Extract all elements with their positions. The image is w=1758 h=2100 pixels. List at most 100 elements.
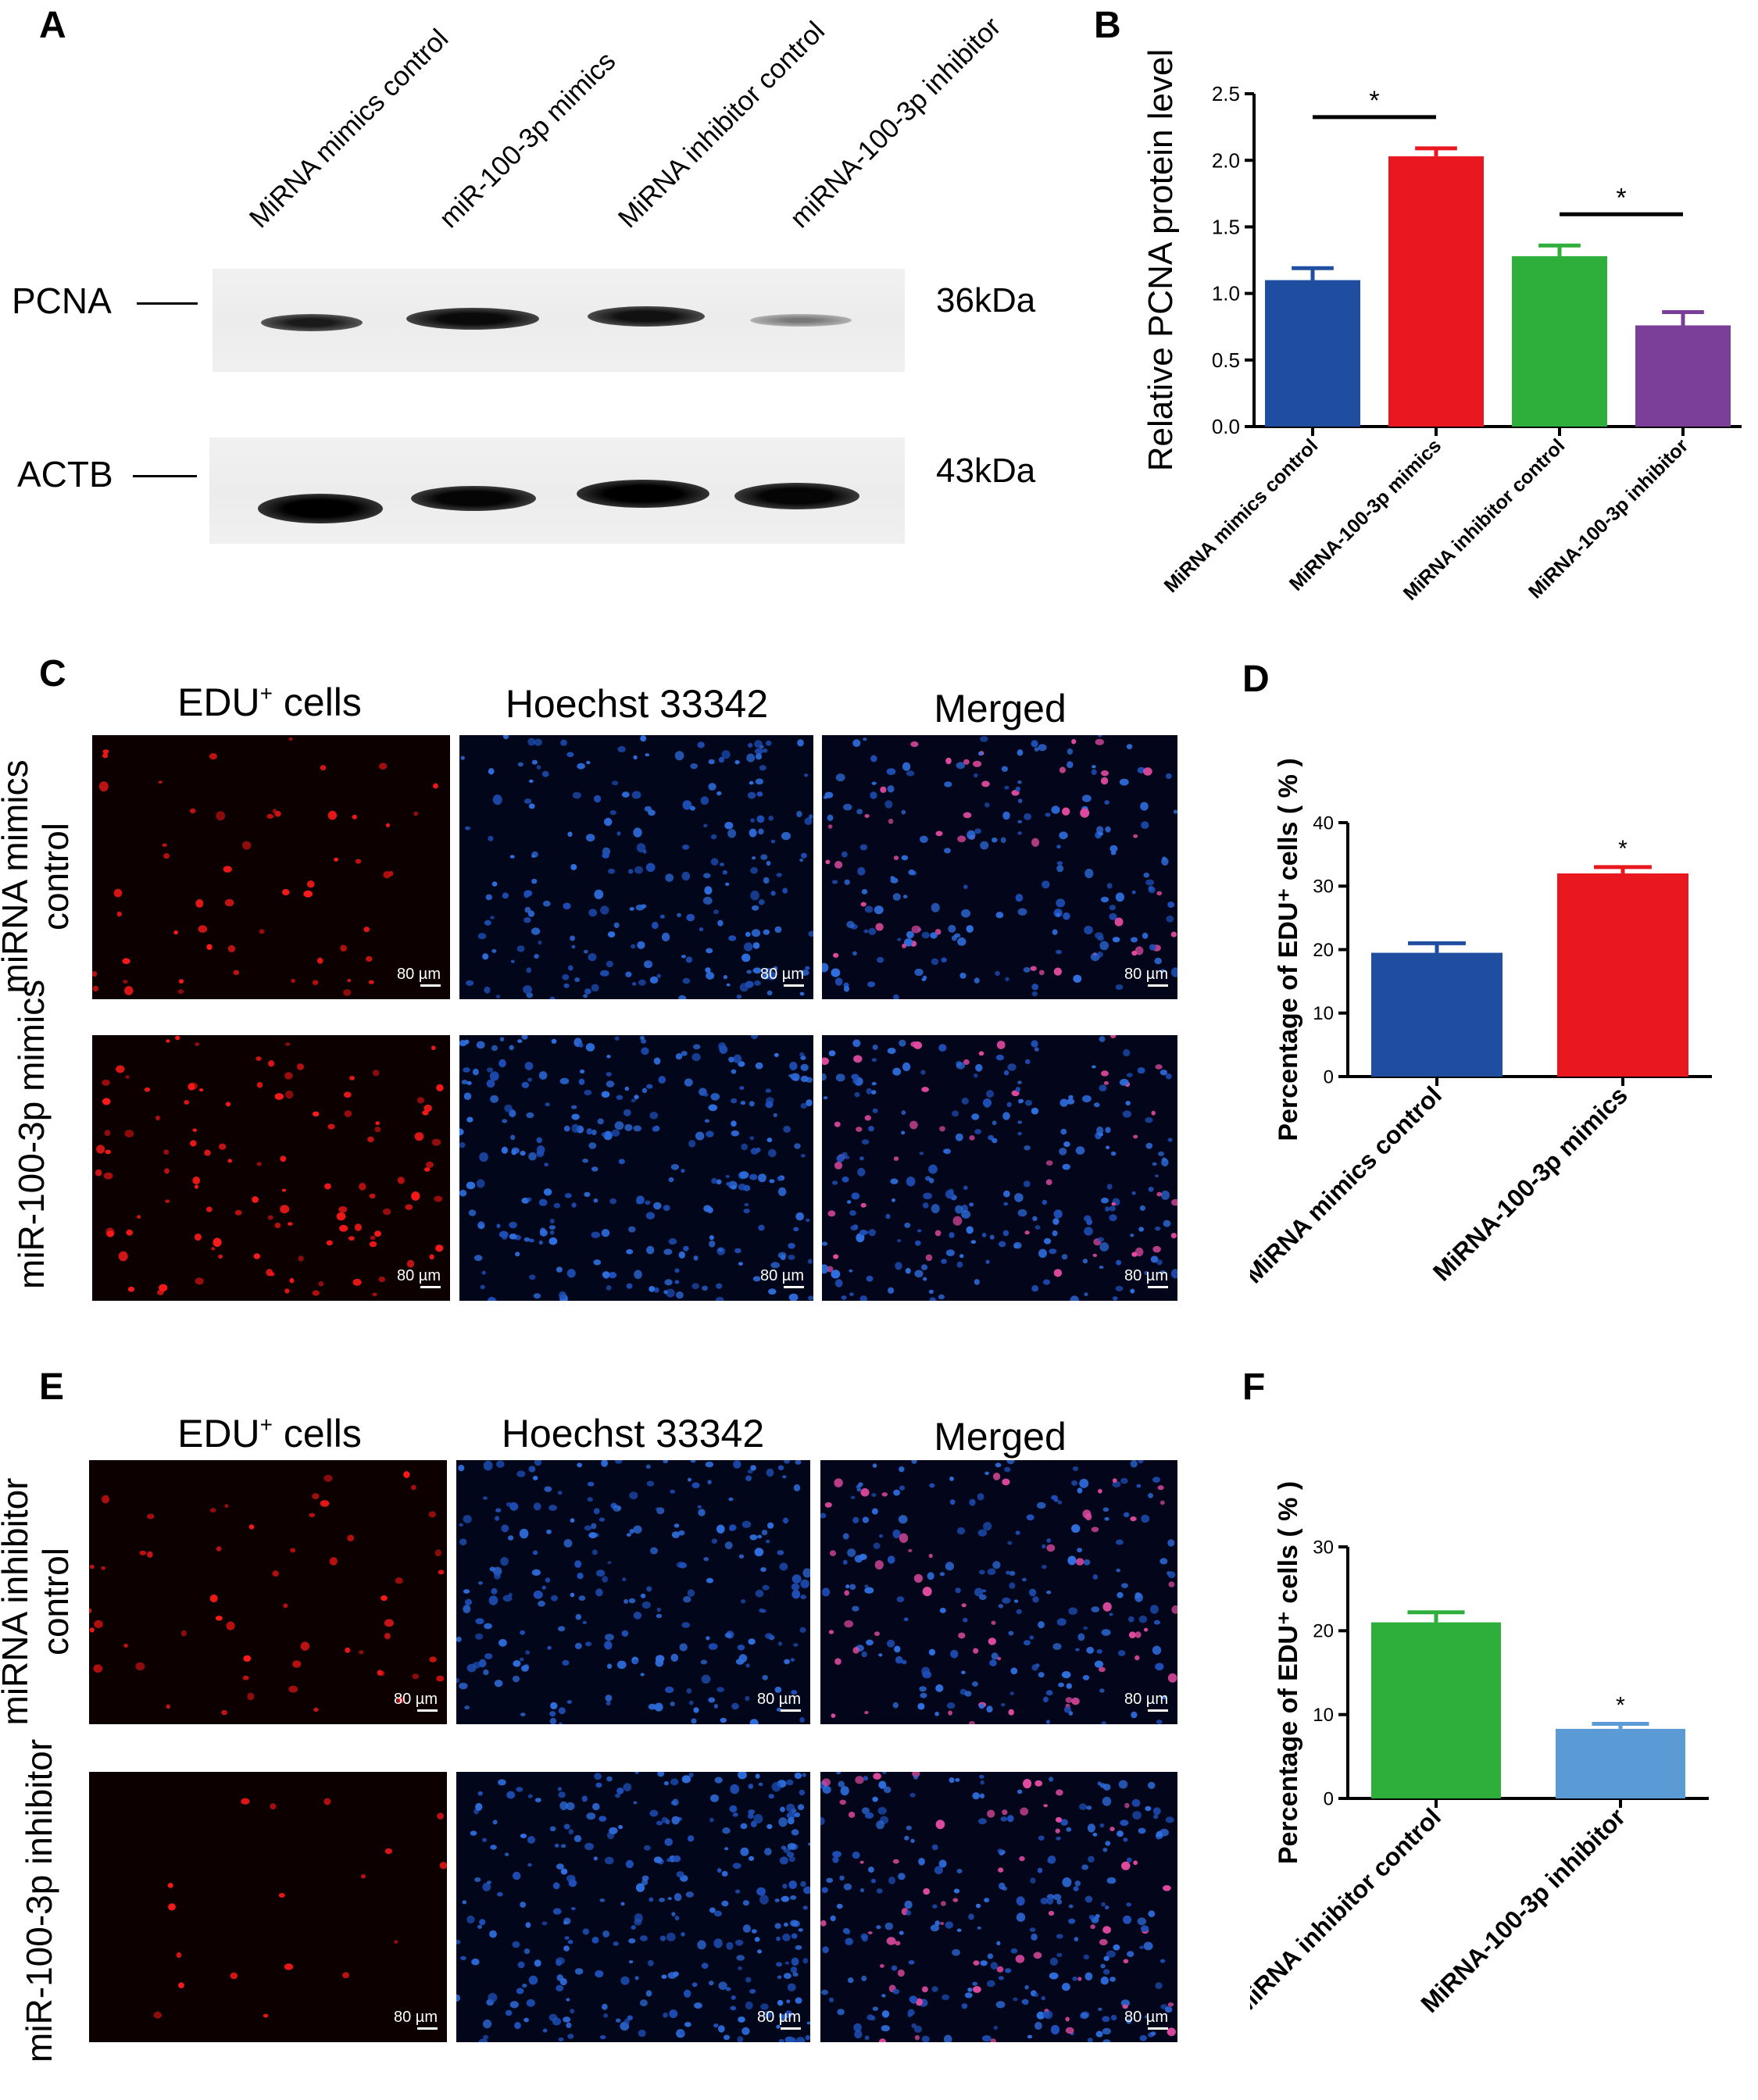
cell-nucleus (1024, 1099, 1033, 1106)
cell-nucleus (1150, 1605, 1159, 1614)
cell-nucleus (858, 1482, 863, 1487)
cell-nucleus (256, 1162, 262, 1166)
cell-nucleus (653, 1057, 661, 1065)
cell-nucleus (1137, 766, 1145, 773)
cell-nucleus (668, 1238, 677, 1245)
cell-nucleus (472, 1662, 482, 1669)
cell-nucleus (918, 1858, 925, 1866)
cell-nucleus (892, 1067, 902, 1076)
cell-nucleus (586, 834, 595, 842)
cell-nucleus (568, 965, 573, 971)
cell-nucleus (1148, 886, 1156, 894)
cell-nucleus (977, 751, 983, 756)
cell-nucleus (634, 1095, 639, 1100)
cell-nucleus (776, 1936, 781, 1941)
e-edu-sup: + (259, 1412, 273, 1437)
cell-nucleus (952, 1898, 959, 1902)
cell-nucleus (320, 765, 327, 771)
cell-nucleus (1024, 1145, 1031, 1151)
cell-nucleus (859, 1860, 864, 1864)
cell-nucleus (489, 1930, 497, 1938)
cell-nucleus (587, 1481, 595, 1487)
cell-nucleus (103, 1172, 113, 1180)
cell-nucleus (1008, 1630, 1014, 1636)
cell-nucleus (591, 1549, 598, 1555)
cell-nucleus (92, 971, 98, 977)
cell-nucleus (866, 1639, 874, 1646)
cell-nucleus (649, 1112, 659, 1120)
cell-nucleus (599, 1898, 606, 1902)
cell-nucleus (876, 1820, 884, 1830)
cell-nucleus (841, 1176, 849, 1183)
cell-nucleus (641, 1038, 647, 1044)
cell-nucleus (520, 1657, 524, 1662)
cell-nucleus (563, 1917, 571, 1925)
cell-nucleus (691, 1482, 700, 1488)
cell-nucleus (126, 1229, 133, 1236)
cell-nucleus (578, 1043, 584, 1048)
y-tick-label: 0.5 (1212, 348, 1240, 372)
cell-nucleus (718, 1248, 724, 1252)
cell-nucleus (1123, 1915, 1132, 1924)
cell-nucleus (977, 1818, 987, 1825)
cell-nucleus (270, 1803, 277, 1810)
cell-nucleus (368, 980, 374, 984)
cell-nucleus (288, 1222, 293, 1226)
cell-nucleus (1031, 1664, 1038, 1671)
cell-nucleus (374, 1127, 381, 1133)
c-r2-edu-image: 80 µm (92, 1035, 450, 1301)
cell-nucleus (663, 1780, 669, 1786)
cell-nucleus (1139, 2034, 1147, 2041)
cell-nucleus (974, 828, 981, 834)
cell-nucleus (720, 1717, 727, 1723)
cell-nucleus (790, 1920, 799, 1927)
cell-nucleus (949, 1476, 954, 1481)
cell-nucleus (628, 1598, 636, 1604)
cell-nucleus (566, 1269, 576, 1278)
bar (1388, 156, 1484, 427)
cell-nucleus (405, 1204, 413, 1210)
cell-nucleus (909, 1120, 918, 1130)
cell-nucleus (1029, 1588, 1037, 1597)
cell-nucleus (1106, 1877, 1117, 1884)
cell-nucleus (1031, 1285, 1039, 1292)
cell-nucleus (1105, 826, 1111, 833)
cell-nucleus (745, 1663, 750, 1668)
cell-nucleus (866, 1275, 874, 1282)
cell-nucleus (944, 781, 952, 788)
cell-nucleus (1133, 1134, 1138, 1139)
cell-nucleus (423, 1104, 432, 1112)
cell-nucleus (739, 1171, 749, 1179)
cell-nucleus (658, 1076, 666, 1084)
cell-nucleus (790, 1895, 797, 1900)
cell-nucleus (456, 1939, 461, 1945)
cell-nucleus (563, 902, 571, 909)
cell-nucleus (799, 1627, 806, 1633)
cell-nucleus (477, 1924, 482, 1929)
cell-nucleus (485, 894, 492, 901)
cell-nucleus (636, 1199, 642, 1205)
cell-nucleus (1166, 915, 1174, 923)
cell-nucleus (122, 958, 130, 964)
cell-nucleus (544, 1162, 548, 1167)
cell-nucleus (754, 748, 763, 755)
cell-nucleus (846, 920, 855, 928)
cell-nucleus (990, 1962, 999, 1970)
cell-nucleus (905, 1268, 911, 1274)
cell-nucleus (956, 1869, 963, 1873)
cell-nucleus (521, 1035, 528, 1040)
cell-nucleus (855, 1776, 864, 1784)
cell-nucleus (978, 1703, 984, 1709)
cell-nucleus (886, 1937, 896, 1945)
cell-nucleus (710, 834, 717, 840)
cell-nucleus (566, 1998, 570, 2002)
cell-nucleus (1080, 2012, 1088, 2020)
cell-nucleus (691, 1053, 701, 1062)
cell-nucleus (1102, 2039, 1111, 2042)
cell-nucleus (844, 1620, 854, 1628)
cell-nucleus (1004, 1466, 1011, 1473)
cell-nucleus (1059, 766, 1066, 773)
cell-nucleus (703, 873, 711, 879)
cell-nucleus (805, 2034, 810, 2041)
cell-nucleus (795, 1945, 802, 1950)
